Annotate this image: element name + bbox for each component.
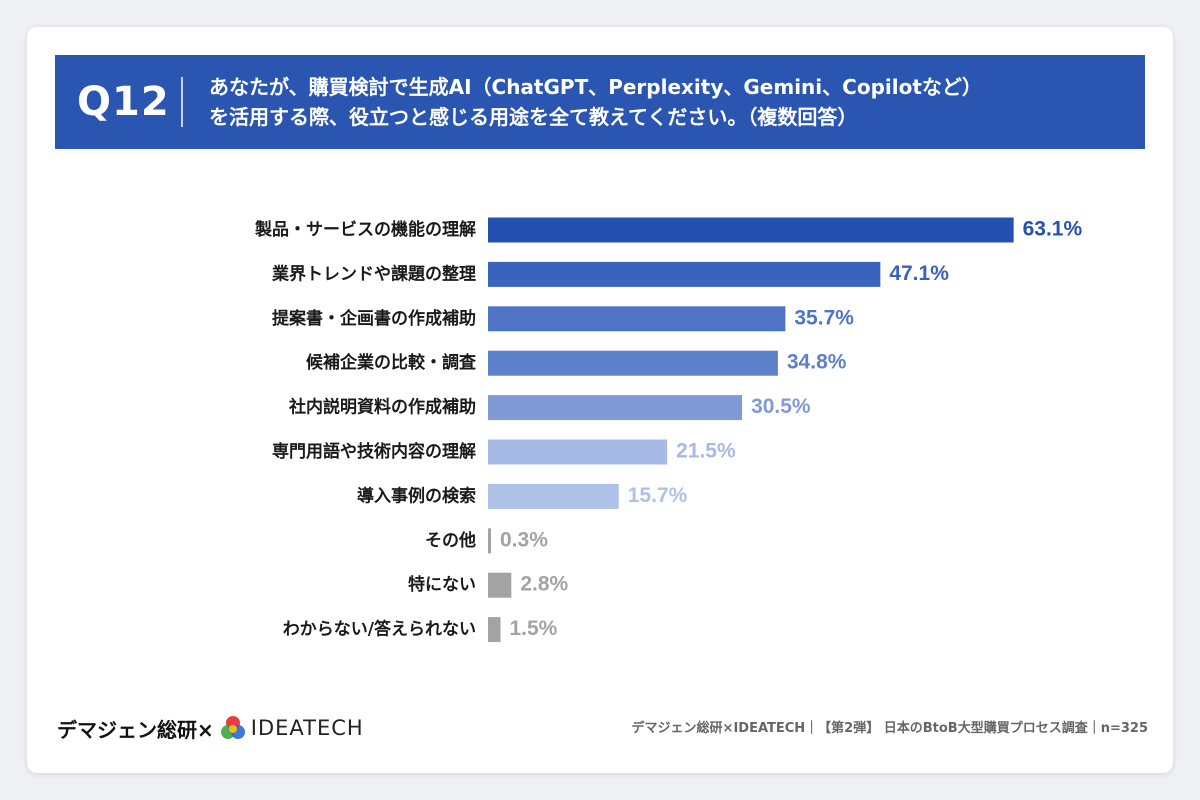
value-label: 34.8%	[787, 351, 847, 374]
category-label: わからない/答えられない	[283, 619, 476, 640]
bar	[488, 306, 786, 332]
question-line-2: を活用する際、役立つと感じる用途を全て教えてください。（複数回答）	[209, 105, 858, 129]
multicolor-circle-logo-icon	[220, 716, 245, 739]
value-label: 15.7%	[628, 484, 688, 507]
bar	[488, 395, 743, 421]
bar	[488, 439, 668, 465]
question-line-1: あなたが、購買検討で生成AI（ChatGPT、Perplexity、Gemini…	[209, 75, 982, 99]
question-header: Q12 あなたが、購買検討で生成AI（ChatGPT、Perplexity、Ge…	[55, 55, 1145, 149]
bar	[488, 483, 619, 509]
value-label: 35.7%	[794, 306, 854, 329]
bar	[488, 528, 491, 554]
bar	[488, 350, 778, 376]
category-label: その他	[425, 530, 476, 551]
bar	[488, 572, 512, 598]
partner-name: IDEATECH	[250, 716, 364, 740]
brand-name: デマジェン総研×	[57, 717, 214, 742]
value-label: 63.1%	[1023, 218, 1083, 241]
category-label: 製品・サービスの機能の理解	[254, 219, 476, 240]
category-label: 提案書・企画書の作成補助	[272, 308, 476, 329]
value-label: 30.5%	[751, 395, 811, 418]
footer-brand: デマジェン総研× IDEATECH	[57, 713, 364, 743]
category-label: 導入事例の検索	[357, 485, 476, 506]
category-label: 業界トレンドや課題の整理	[272, 263, 476, 284]
category-label: 特にない	[408, 574, 476, 595]
category-label: 専門用語や技術内容の理解	[272, 441, 476, 462]
bar	[488, 261, 881, 287]
question-text: あなたが、購買検討で生成AI（ChatGPT、Perplexity、Gemini…	[209, 72, 1129, 132]
bar	[488, 217, 1014, 243]
source-note: デマジェン総研×IDEATECH｜【第2弾】 日本のBtoB大型購買プロセス調査…	[631, 721, 1148, 736]
value-label: 0.3%	[500, 528, 548, 551]
value-label: 21.5%	[676, 440, 736, 463]
question-number: Q12	[77, 79, 170, 125]
category-label: 社内説明資料の作成補助	[288, 397, 476, 418]
value-label: 1.5%	[509, 617, 557, 640]
value-label: 47.1%	[889, 262, 949, 285]
category-label: 候補企業の比較・調査	[306, 352, 477, 373]
header-divider	[181, 77, 183, 127]
value-label: 2.8%	[520, 573, 568, 596]
bar	[488, 617, 501, 643]
